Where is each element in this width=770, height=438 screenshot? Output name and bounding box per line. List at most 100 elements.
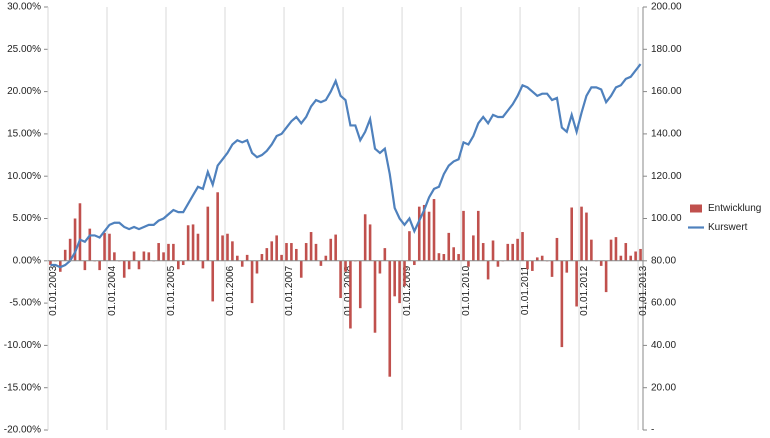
bar [265,248,269,261]
y2-tick-label: 140.00 [651,129,682,140]
bar [585,212,588,261]
y-tick-label: 0.00% [13,255,41,266]
bar [521,232,524,261]
bar [221,235,224,261]
bar [639,248,642,261]
x-tick-label: 01.01.2007 [284,265,295,315]
bar [383,248,387,261]
bar [98,260,101,271]
bar [427,211,431,261]
bar [113,252,116,261]
bar [157,243,160,261]
bar [63,249,67,261]
bar [560,260,564,348]
bar [570,207,573,261]
x-tick-label: 01.01.2010 [461,265,472,315]
bar [604,260,608,293]
bar [167,243,170,261]
bar [408,231,411,261]
bar [599,260,603,266]
bar [526,260,529,270]
bar [624,243,628,261]
bar [250,260,254,304]
bar [324,255,328,261]
bar [506,243,510,261]
bar [329,238,333,261]
bar [590,239,593,261]
bar [467,260,470,267]
bar [634,251,637,261]
bar [290,243,293,261]
y-tick-label: -20.00% [4,425,41,436]
y2-tick-label: 200.00 [651,2,682,13]
bar [550,260,554,277]
bar [132,251,136,261]
bar [211,260,215,302]
bar [270,241,274,261]
bar [413,260,416,266]
bar [108,233,111,261]
y-tick-label: -10.00% [4,340,41,351]
legend-swatch [690,204,702,213]
bar [349,260,352,329]
bar [78,203,82,261]
bar [388,260,392,377]
bar [196,233,200,261]
bar [516,238,519,261]
bar [614,237,618,261]
bar [393,260,396,297]
x-tick-label: 01.01.2013 [638,265,649,315]
bar [83,260,87,271]
bar [73,218,77,261]
y-tick-label: 30.00% [7,2,41,13]
bar [295,248,298,261]
bar [565,260,569,273]
bar [177,260,180,270]
bar [206,206,210,261]
bar [511,243,514,261]
bar [191,224,195,261]
bar [122,260,126,278]
y2-tick-label: 40.00 [651,340,676,351]
legend-label: Kurswert [708,222,748,233]
bar [339,260,342,299]
bar [457,254,460,261]
x-tick-label: 01.01.2008 [343,265,354,315]
y2-tick-label: 160.00 [651,86,682,97]
bar [299,260,303,278]
bar [68,238,72,261]
bar [491,240,495,261]
x-tick-label: 01.01.2004 [107,265,118,315]
bar [442,254,446,261]
bar [304,243,308,261]
y2-tick-label: 180.00 [651,44,682,55]
bar [226,233,229,261]
bar [49,260,52,266]
y-tick-label: 10.00% [7,171,41,182]
bar [629,255,633,261]
x-tick-label: 01.01.2011 [520,265,531,315]
bar [216,192,219,261]
bar [619,255,623,261]
bar [531,260,534,271]
bar [275,235,278,261]
x-tick-label: 01.01.2006 [225,265,236,315]
bar [280,254,283,261]
bar [255,260,259,274]
y-tick-label: -5.00% [9,298,41,309]
y-tick-label: 20.00% [7,86,41,97]
y-tick-label: 25.00% [7,44,41,55]
y2-tick-label: 100.00 [651,213,682,224]
bar [103,232,106,261]
bar [437,253,441,261]
bar [309,232,313,261]
bar [236,255,239,261]
bar [540,255,544,261]
bar [314,243,318,261]
y-tick-label: 15.00% [7,129,41,140]
y-tick-label: -15.00% [4,382,41,393]
bar [334,234,337,261]
bar [555,237,559,261]
line [50,63,642,269]
x-tick-label: 01.01.2009 [402,265,413,315]
